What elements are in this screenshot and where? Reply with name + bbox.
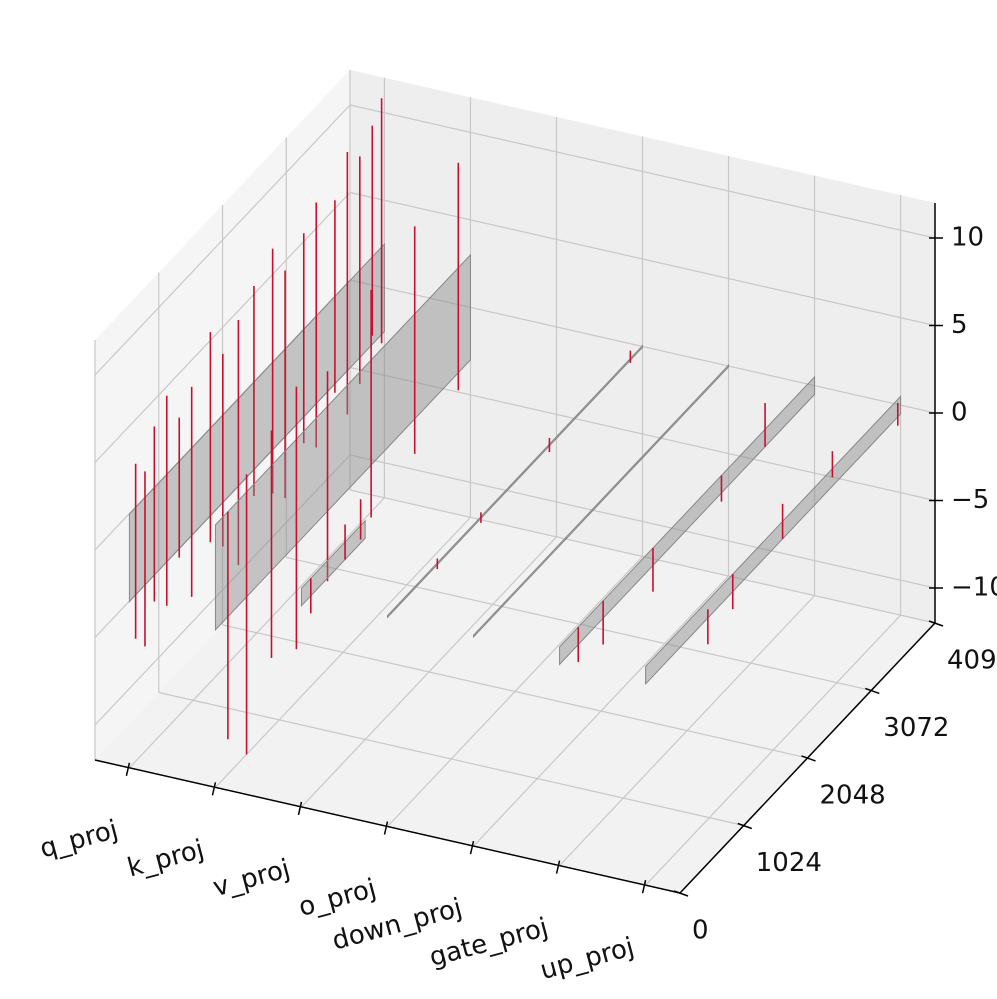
activation-band <box>645 395 902 686</box>
y-tick-label: 4095 <box>947 646 997 676</box>
activation-band <box>559 375 816 666</box>
x-tick-label: k_proj <box>124 834 207 883</box>
y-tick <box>801 755 816 762</box>
y-axis <box>679 622 936 894</box>
grid-line <box>349 454 936 589</box>
x-tick <box>297 801 303 816</box>
activation-band <box>128 242 385 603</box>
y-tick-label: 0 <box>692 916 709 946</box>
x-tick-label: q_proj <box>37 815 121 864</box>
x-axis <box>94 759 681 894</box>
grid-line <box>94 104 351 376</box>
grid-line <box>349 366 936 502</box>
z-tick-label: 0 <box>951 398 968 428</box>
z-tick-label: −10 <box>951 573 997 603</box>
x-tick-label: o_proj <box>295 874 379 923</box>
grid-line <box>349 104 936 239</box>
x-tick-label: up_proj <box>537 932 637 986</box>
z-tick-label: 5 <box>951 310 968 340</box>
activation-band <box>300 519 366 607</box>
grid-line <box>349 489 936 624</box>
x-tick <box>211 782 217 796</box>
activation-band <box>387 344 643 619</box>
x-tick-label: v_proj <box>210 854 293 903</box>
y-tick-label: 2048 <box>820 780 886 810</box>
x-tick <box>125 762 131 776</box>
grid-line <box>94 454 351 726</box>
y-tick <box>737 822 753 830</box>
grid-line <box>158 691 744 827</box>
x-tick <box>469 840 475 855</box>
x-tick <box>555 860 561 874</box>
grid-line <box>94 192 351 463</box>
z-tick-label: −5 <box>951 485 989 515</box>
y-tick <box>865 687 880 695</box>
activation-band <box>473 363 730 639</box>
grid-line <box>222 624 808 759</box>
y-tick <box>928 620 944 627</box>
activation-band <box>214 253 471 632</box>
z-tick-label: 10 <box>951 223 984 253</box>
x-tick <box>641 880 647 894</box>
y-tick-label: 1024 <box>756 848 822 878</box>
grid-line <box>349 191 936 327</box>
y-tick-label: 3072 <box>883 713 949 743</box>
grid-line <box>286 556 872 692</box>
x-tick <box>383 821 389 835</box>
